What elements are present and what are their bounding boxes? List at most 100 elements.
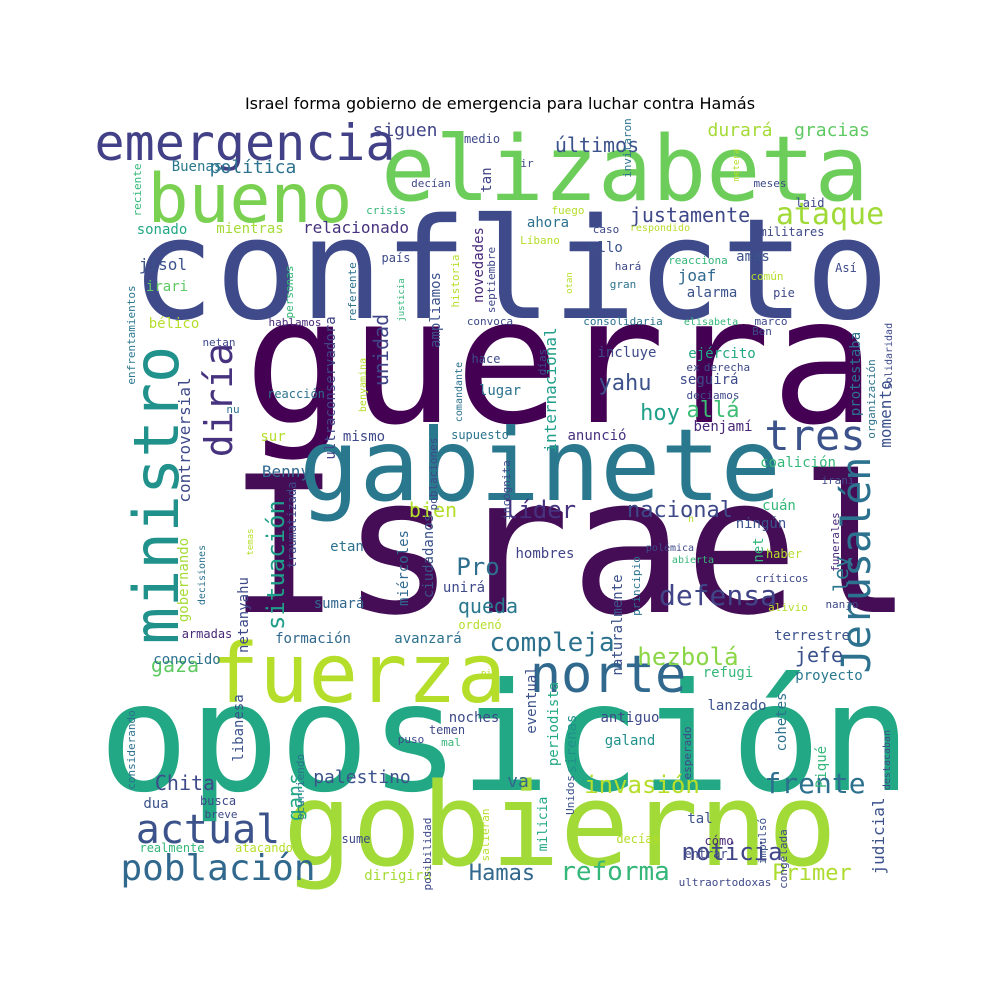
cloud-word: Chita [155, 771, 215, 795]
cloud-word: nu [226, 403, 239, 416]
cloud-word: militares [759, 225, 824, 239]
cloud-word: galand [605, 733, 656, 749]
cloud-word: fuerza [210, 627, 506, 722]
cloud-word: gran [610, 278, 637, 291]
cloud-word: metera [732, 149, 742, 182]
cloud-word: refugi [703, 665, 754, 681]
cloud-word: supuesto [451, 428, 509, 442]
cloud-word: oposición [99, 652, 912, 826]
cloud-word: guerra [244, 261, 876, 464]
cloud-word: gracias [794, 120, 870, 141]
cloud-word: judicial [869, 797, 888, 874]
cloud-word: ataque [776, 197, 884, 232]
cloud-word: alarma [687, 285, 738, 301]
cloud-word: net [751, 537, 767, 562]
cloud-word: congelada [777, 829, 790, 889]
cloud-word: común [750, 270, 783, 283]
cloud-word: ordenó [458, 618, 501, 632]
cloud-word: caso [593, 223, 620, 236]
cloud-word: siguen [372, 120, 437, 141]
cloud-word: realmente [139, 841, 204, 855]
cloud-word: funerales [829, 512, 842, 572]
cloud-word: medio [464, 132, 500, 146]
cloud-word: busca [200, 794, 236, 808]
cloud-word: decían [411, 177, 451, 190]
cloud-word: fuego [551, 204, 584, 217]
cloud-word: hablamos [269, 316, 322, 329]
cloud-word: Solidaridad [884, 323, 895, 389]
cloud-word: considerando [125, 710, 138, 789]
cloud-word: yahu [599, 371, 652, 396]
cloud-word: elizabeta [381, 117, 869, 222]
cloud-word: pid [481, 669, 497, 679]
cloud-word: lanzado [707, 698, 766, 714]
cloud-word: pie [773, 286, 795, 300]
cloud-word: ningún [736, 516, 787, 532]
cloud-word: decías [616, 832, 659, 846]
cloud-word: avanzará [394, 631, 461, 647]
cloud-word: relacionado [303, 218, 409, 237]
cloud-word: tres [764, 411, 865, 460]
cloud-word: nanjo [825, 598, 858, 611]
cloud-word: destacaban [882, 730, 893, 790]
cloud-word: ciudadanos [421, 514, 437, 598]
cloud-word: controversial [175, 377, 194, 502]
cloud-word: tal [687, 811, 712, 827]
cloud-word: sirenas [564, 714, 580, 773]
cloud-word: entrar [684, 847, 727, 861]
cloud-word: benjamí [693, 419, 752, 435]
cloud-word: unidad [369, 314, 393, 386]
cloud-word: ex [686, 361, 700, 374]
cloud-word: defensa [659, 579, 777, 612]
cloud-word: días [536, 349, 549, 376]
cloud-word: iraní [821, 474, 854, 487]
cloud-word: incluye [597, 345, 656, 361]
cloud-word: diría [197, 343, 241, 457]
cloud-word: polémica [646, 542, 694, 554]
cloud-word: sume [342, 832, 371, 846]
cloud-word: sumará [314, 596, 365, 612]
cloud-word: hombres [515, 546, 574, 562]
cloud-word: esperado [681, 727, 694, 780]
cloud-word: allá [687, 398, 740, 423]
cloud-word: proyecto [795, 668, 862, 684]
cloud-word: sonado [137, 222, 188, 238]
cloud-word: jefe [795, 643, 843, 667]
cloud-word: convoca [467, 315, 513, 328]
cloud-word: traumatizada [285, 482, 299, 569]
cloud-word: meses [753, 177, 786, 190]
cloud-word: periodista [546, 682, 562, 766]
cloud-word: bien [409, 498, 457, 522]
cloud-word: justicia [397, 278, 407, 321]
cloud-word: justamente [630, 203, 750, 227]
cloud-word: organización [865, 359, 878, 438]
cloud-word: alivio [768, 601, 808, 614]
cloud-word: otan [565, 272, 575, 294]
cloud-word: joaf [678, 266, 717, 285]
cloud-word: personas [283, 266, 296, 319]
cloud-word: lugar [479, 383, 521, 399]
cloud-word: historia [449, 255, 462, 308]
cloud-word: va [507, 771, 529, 792]
cloud-word: naturalmente [610, 574, 626, 675]
cloud-word: Pro [456, 553, 499, 581]
cloud-word: últimos [555, 133, 639, 157]
cloud-word: deciamos [687, 389, 740, 402]
cloud-word: palestino [313, 767, 411, 788]
cloud-word: líder [504, 496, 576, 524]
cloud-word: cómo [705, 834, 734, 848]
cloud-word: antiguo [600, 710, 659, 726]
cloud-word: gans [283, 773, 307, 821]
cloud-word: Así [835, 261, 857, 275]
cloud-word: armadas [182, 627, 233, 641]
cloud-word: nacional [627, 498, 733, 523]
cloud-word: ultraortodoxas [679, 876, 772, 889]
cloud-word: benyamina [358, 358, 369, 412]
cloud-word: Primer [772, 861, 851, 886]
cloud-word: principio [630, 556, 643, 616]
cloud-word: población [120, 848, 315, 889]
cloud-word: política [210, 157, 297, 178]
cloud-word: n [688, 514, 694, 525]
cloud-word: elisabeta [684, 317, 738, 328]
cloud-word: posibilidad [421, 818, 434, 891]
